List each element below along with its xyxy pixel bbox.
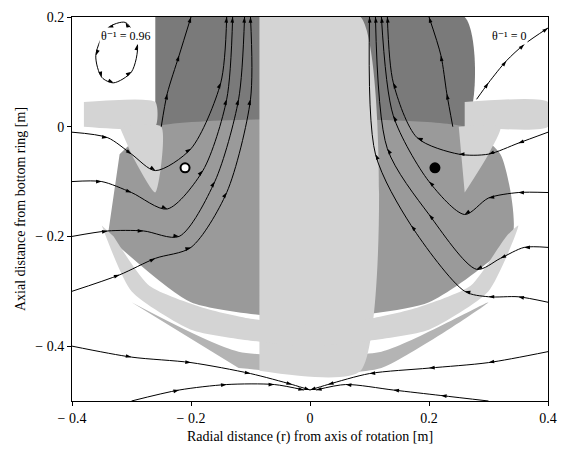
svg-text:0.2: 0.2	[47, 10, 65, 25]
svg-text:− 0.2: − 0.2	[177, 411, 206, 426]
svg-text:− 0.4: − 0.4	[35, 339, 64, 354]
svg-text:0.4: 0.4	[539, 411, 557, 426]
svg-text:Radial distance (r) from axis: Radial distance (r) from axis of rotatio…	[187, 429, 433, 445]
svg-text:Axial distance from bottom rin: Axial distance from bottom ring [m]	[13, 107, 28, 311]
svg-text:0.2: 0.2	[420, 411, 438, 426]
svg-text:− 0.2: − 0.2	[35, 229, 64, 244]
svg-text:0: 0	[57, 120, 64, 135]
svg-text:0: 0	[307, 411, 314, 426]
svg-text:θ⁻¹ = 0: θ⁻¹ = 0	[492, 29, 526, 43]
svg-text:θ⁻¹ = 0.96: θ⁻¹ = 0.96	[101, 29, 150, 43]
svg-text:− 0.4: − 0.4	[58, 411, 87, 426]
